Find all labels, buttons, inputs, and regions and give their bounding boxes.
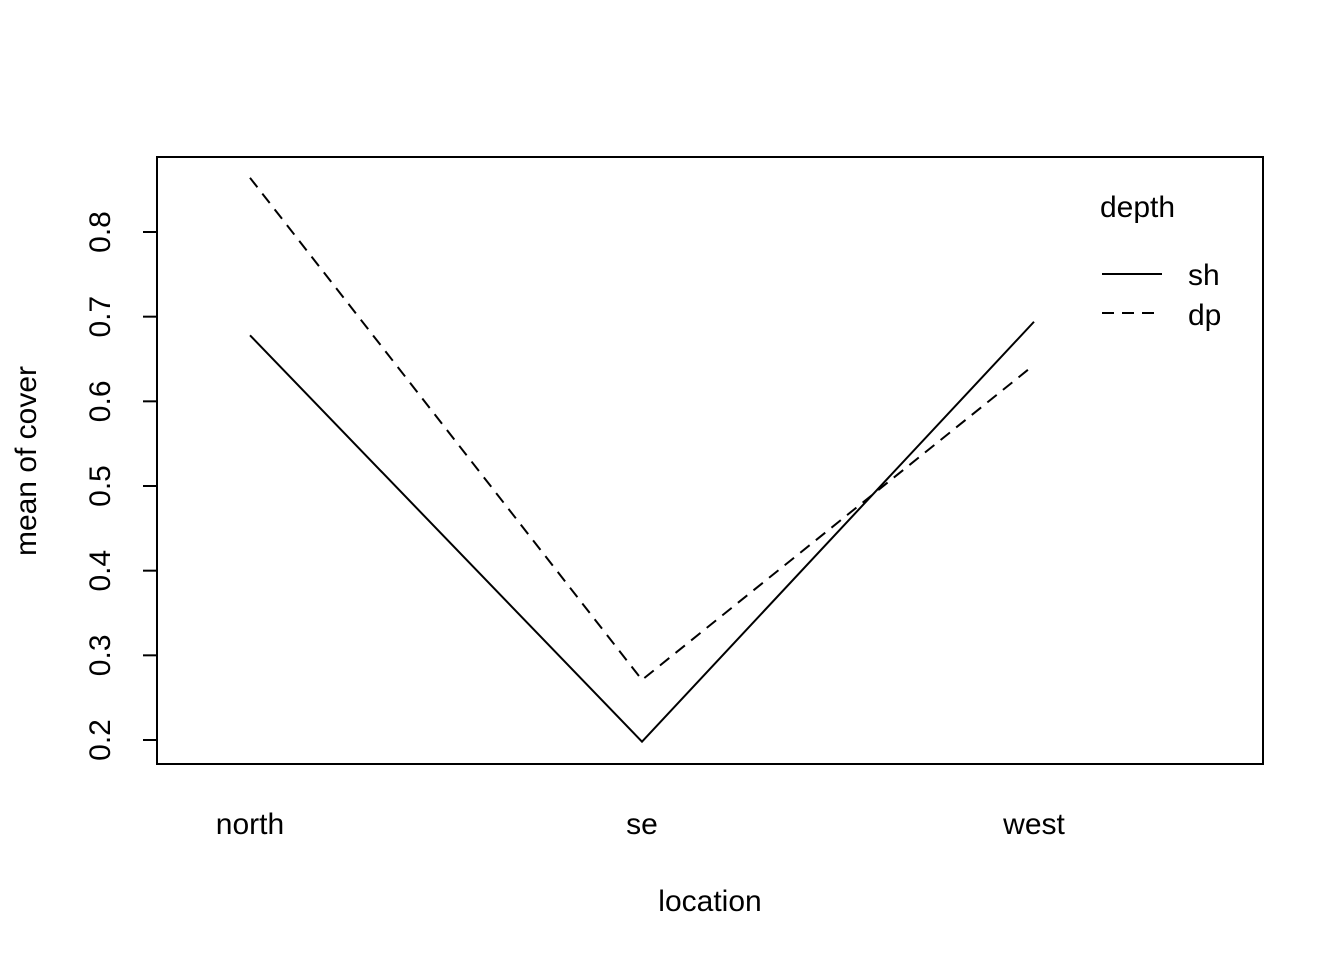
x-tick-label: north (216, 808, 284, 841)
y-tick-label: 0.2 (84, 719, 117, 761)
legend-label-dp: dp (1188, 299, 1221, 332)
y-tick-label: 0.4 (84, 550, 117, 592)
series-line-sh (249, 321, 1035, 744)
x-axis-label: location (658, 885, 761, 918)
legend-title: depth (1100, 191, 1175, 224)
series-lines (249, 177, 1035, 744)
y-tick-label: 0.3 (84, 634, 117, 676)
y-axis-label: mean of cover (10, 366, 43, 556)
y-tick-label: 0.8 (84, 211, 117, 253)
x-tick-labels: north se west (216, 808, 1066, 841)
y-tick-label: 0.5 (84, 465, 117, 507)
legend: depth sh dp (1100, 191, 1221, 332)
plot-frame (156, 156, 1264, 765)
x-tick-label: west (1002, 808, 1065, 841)
y-tick-label: 0.6 (84, 380, 117, 422)
series-line-dp (249, 177, 1035, 682)
y-tick-label: 0.7 (84, 296, 117, 338)
legend-label-sh: sh (1188, 259, 1220, 292)
y-axis: 0.2 0.3 0.4 0.5 0.6 0.7 0.8 (84, 211, 158, 761)
x-tick-label: se (626, 808, 658, 841)
